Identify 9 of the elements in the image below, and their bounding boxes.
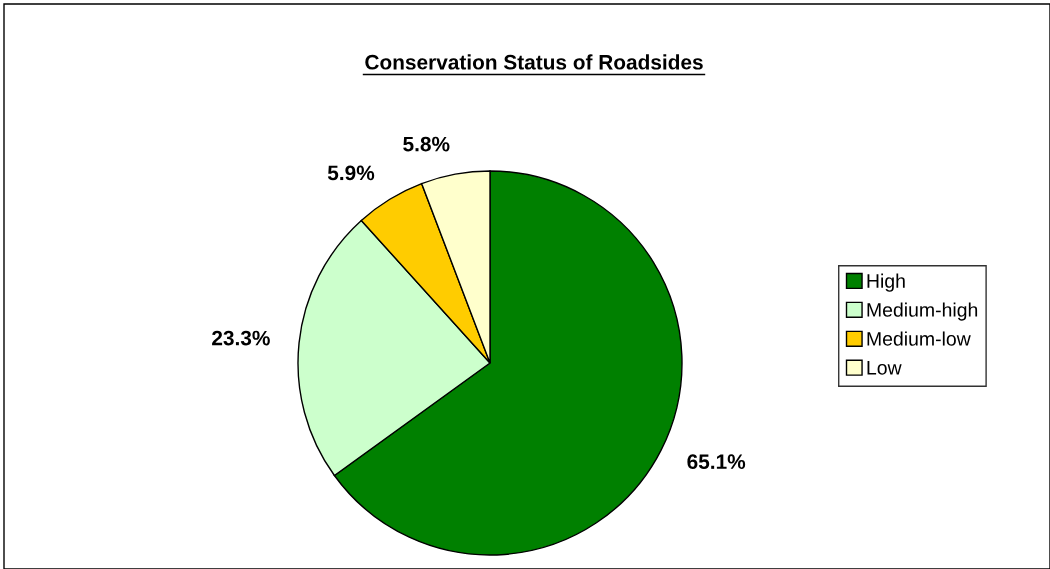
legend-label: Low xyxy=(867,361,902,375)
data-label: 23.3% xyxy=(212,330,270,346)
data-label: 5.9% xyxy=(327,165,375,181)
legend-label: Medium-high xyxy=(867,302,978,321)
legend-label: Medium-low xyxy=(867,331,971,346)
legend-label: High xyxy=(867,273,905,292)
chart-title: Conservation Status of Roadsides xyxy=(365,54,703,70)
data-label: 5.8% xyxy=(403,136,450,152)
data-label: 65.1% xyxy=(687,454,746,470)
